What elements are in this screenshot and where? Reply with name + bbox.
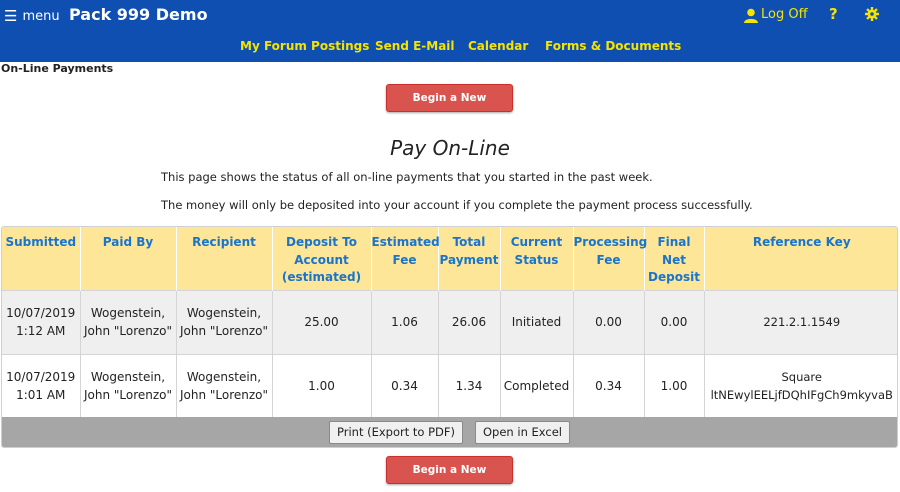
nav-forum-postings[interactable]: My Forum Postings — [240, 39, 370, 53]
nav-calendar[interactable]: Calendar — [468, 39, 529, 53]
open-excel-button[interactable]: Open in Excel — [475, 420, 570, 444]
cell-processing-fee: 0.00 — [573, 289, 645, 354]
page-heading: Pay On-Line — [390, 136, 510, 160]
nav-forms-documents[interactable]: Forms & Documents — [545, 39, 682, 53]
cell-submitted: 10/07/2019 1:12 AM — [2, 289, 81, 354]
cell-reference-key: 221.2.1.1549 — [704, 289, 897, 354]
payments-table: Submitted Paid By Recipient Deposit To A… — [1, 226, 898, 448]
menu-label: menu — [22, 8, 60, 24]
main-nav: My Forum Postings Send E-Mail Calendar F… — [0, 38, 900, 54]
hamburger-icon: ☰ — [4, 6, 18, 25]
cell-recipient: Wogenstein, John "Lorenzo" — [176, 353, 273, 417]
help-button[interactable]: ? — [829, 5, 838, 23]
col-recipient[interactable]: Recipient — [176, 227, 273, 290]
cell-paid-by: Wogenstein, John "Lorenzo" — [80, 289, 177, 354]
menu-button[interactable]: ☰ menu — [4, 7, 60, 25]
cell-net-deposit: 0.00 — [644, 289, 705, 354]
page-label: On-Line Payments — [1, 62, 114, 75]
col-total-payment[interactable]: Total Payment — [438, 227, 501, 290]
cell-estimated-fee: 1.06 — [371, 289, 439, 354]
cell-status: Completed — [500, 353, 574, 417]
print-pdf-button[interactable]: Print (Export to PDF) — [329, 420, 463, 444]
cell-recipient: Wogenstein, John "Lorenzo" — [176, 289, 273, 354]
user-icon — [744, 8, 758, 23]
cell-total-payment: 1.34 — [438, 353, 501, 417]
cell-estimated-fee: 0.34 — [371, 353, 439, 417]
logoff-label: Log Off — [761, 7, 808, 22]
table-footer: Print (Export to PDF) Open in Excel — [2, 417, 897, 447]
cell-submitted: 10/07/2019 1:01 AM — [2, 353, 81, 417]
col-current-status[interactable]: Current Status — [500, 227, 574, 290]
top-bar: ☰ menu Pack 999 Demo Log Off ? My Forum … — [0, 0, 900, 62]
col-deposit-to-account[interactable]: Deposit To Account (estimated) — [272, 227, 372, 290]
site-title[interactable]: Pack 999 Demo — [69, 5, 208, 24]
cell-deposit: 1.00 — [272, 353, 372, 417]
cell-deposit: 25.00 — [272, 289, 372, 354]
begin-payment-button-bottom[interactable]: Begin a New Payment — [386, 456, 513, 492]
begin-payment-button-top[interactable]: Begin a New Payment — [386, 84, 513, 130]
cell-net-deposit: 1.00 — [644, 353, 705, 417]
table-row[interactable]: 10/07/2019 1:12 AM Wogenstein, John "Lor… — [2, 289, 897, 354]
col-paid-by[interactable]: Paid By — [80, 227, 177, 290]
cell-paid-by: Wogenstein, John "Lorenzo" — [80, 353, 177, 417]
col-submitted[interactable]: Submitted — [2, 227, 81, 290]
col-processing-fee[interactable]: Processing Fee — [573, 227, 647, 290]
info-text-1: This page shows the status of all on-lin… — [161, 170, 653, 184]
logoff-link[interactable]: Log Off — [743, 6, 808, 24]
cell-reference-key: Square ltNEwylEELjfDQhIFgCh9mkyvaB — [704, 353, 897, 417]
table-row[interactable]: 10/07/2019 1:01 AM Wogenstein, John "Lor… — [2, 353, 897, 417]
nav-send-email[interactable]: Send E-Mail — [375, 39, 455, 53]
col-final-net-deposit[interactable]: Final Net Deposit — [644, 227, 705, 290]
cell-total-payment: 26.06 — [438, 289, 501, 354]
col-reference-key[interactable]: Reference Key — [704, 227, 897, 290]
gear-icon[interactable] — [865, 6, 879, 25]
cell-status: Initiated — [500, 289, 574, 354]
table-header-row: Submitted Paid By Recipient Deposit To A… — [2, 227, 897, 290]
cell-processing-fee: 0.34 — [573, 353, 645, 417]
col-estimated-fee[interactable]: Estimated Fee — [371, 227, 440, 290]
info-text-2: The money will only be deposited into yo… — [161, 198, 753, 212]
